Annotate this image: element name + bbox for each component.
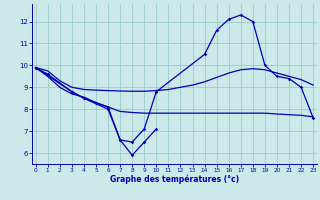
X-axis label: Graphe des températures (°c): Graphe des températures (°c)	[110, 175, 239, 184]
